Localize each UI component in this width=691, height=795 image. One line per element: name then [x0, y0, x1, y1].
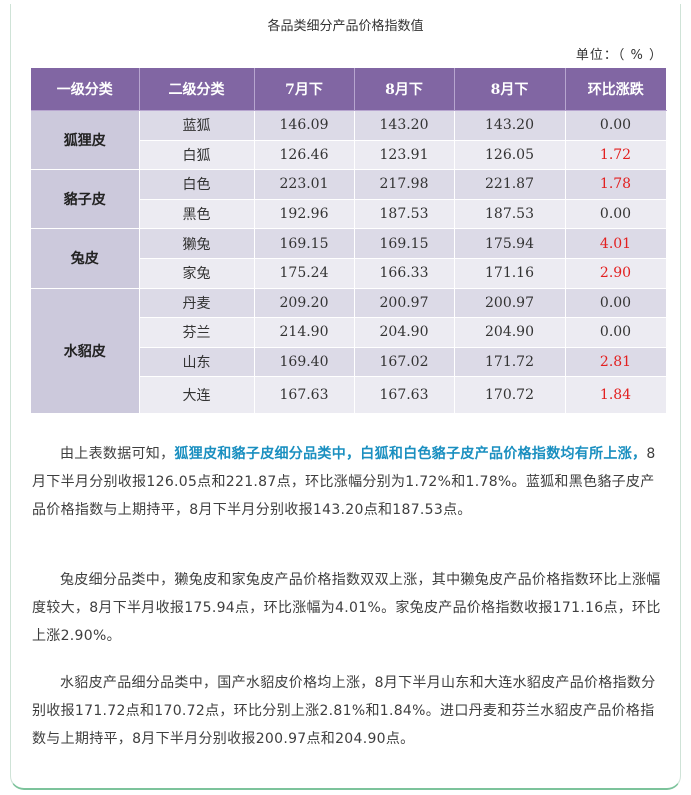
value-aug2: 170.72	[454, 376, 566, 415]
header-aug-late-2: 8月下	[454, 68, 566, 111]
value-aug1: 123.91	[354, 140, 455, 171]
content-frame	[10, 4, 681, 790]
value-aug1: 167.63	[354, 376, 455, 415]
subcategory-cell: 大连	[139, 376, 255, 415]
value-aug1: 204.90	[354, 317, 455, 348]
subcategory-cell: 蓝狐	[139, 110, 255, 141]
value-aug1: 143.20	[354, 110, 455, 141]
value-jul: 214.90	[254, 317, 355, 348]
header-change: 环比涨跌	[565, 68, 666, 111]
subcategory-cell: 家兔	[139, 258, 255, 289]
table-row: 貉子皮 白色 223.01 217.98 221.87 1.78	[31, 169, 667, 230]
value-aug2: 126.05	[454, 140, 566, 171]
category-cell: 狐狸皮	[31, 110, 140, 171]
paragraph-body: 8月下半月分别收报126.05点和221.87点，环比涨幅分别为1.72%和1.…	[32, 446, 656, 518]
header-primary-category: 一级分类	[31, 68, 140, 111]
value-aug2: 221.87	[454, 169, 566, 200]
table-row: 水貂皮 丹麦 209.20 200.97 200.97 0.00	[31, 288, 667, 415]
subcategory-cell: 白狐	[139, 140, 255, 171]
change-cell: 4.01	[565, 228, 667, 259]
change-cell: 2.90	[565, 258, 667, 289]
paragraph-mink: 水貂皮产品细分品类中，国产水貂皮价格均上涨，8月下半月山东和大连水貂皮产品价格指…	[32, 675, 656, 747]
change-cell: 0.00	[565, 110, 667, 141]
value-jul: 167.63	[254, 376, 355, 415]
change-cell: 0.00	[565, 288, 667, 319]
value-aug2: 171.72	[454, 347, 566, 378]
value-aug2: 204.90	[454, 317, 566, 348]
value-aug1: 200.97	[354, 288, 455, 319]
value-aug2: 200.97	[454, 288, 566, 319]
category-cell: 貉子皮	[31, 169, 140, 230]
subcategory-cell: 丹麦	[139, 288, 255, 319]
change-cell: 2.81	[565, 347, 667, 378]
table-row: 家兔 175.24 166.33 171.16 2.90	[31, 258, 667, 289]
value-jul: 192.96	[254, 199, 355, 230]
table-row: 白狐 126.46 123.91 126.05 1.72	[31, 140, 667, 171]
value-aug2: 187.53	[454, 199, 566, 230]
change-cell: 1.72	[565, 140, 667, 171]
table-row: 山东 169.40 167.02 171.72 2.81	[31, 347, 667, 378]
table-title: 各品类细分产品价格指数值	[267, 19, 424, 34]
paragraph-intro: 由上表数据可知，	[60, 446, 175, 462]
category-cell: 水貂皮	[31, 288, 140, 415]
value-jul: 126.46	[254, 140, 355, 171]
value-jul: 223.01	[254, 169, 355, 200]
paragraph-fox-raccoon: 由上表数据可知，狐狸皮和貉子皮细分品类中，白狐和白色貉子皮产品价格指数均有所上涨…	[32, 440, 668, 524]
table-header-row: 一级分类 二级分类 7月下 8月下 8月下 环比涨跌	[31, 68, 666, 111]
value-jul: 175.24	[254, 258, 355, 289]
subcategory-cell: 白色	[139, 169, 255, 200]
value-aug1: 167.02	[354, 347, 455, 378]
subcategory-cell: 芬兰	[139, 317, 255, 348]
highlighted-text: 狐狸皮和貉子皮细分品类中，白狐和白色貉子皮产品价格指数均有所上涨，	[174, 446, 647, 462]
change-cell: 0.00	[565, 199, 667, 230]
value-aug1: 169.15	[354, 228, 455, 259]
value-jul: 146.09	[254, 110, 355, 141]
subcategory-cell: 黑色	[139, 199, 255, 230]
paragraph-rabbit: 兔皮细分品类中，獭兔皮和家兔皮产品价格指数双双上涨，其中獭兔皮产品价格指数环比上…	[32, 572, 661, 644]
table-row: 黑色 192.96 187.53 187.53 0.00	[31, 199, 667, 230]
table-row: 兔皮 獭兔 169.15 169.15 175.94 4.01	[31, 228, 667, 289]
value-aug1: 166.33	[354, 258, 455, 289]
price-index-table: 一级分类 二级分类 7月下 8月下 8月下 环比涨跌 狐狸皮 蓝狐 146.09…	[31, 68, 667, 415]
table-row: 狐狸皮 蓝狐 146.09 143.20 143.20 0.00	[31, 110, 667, 171]
header-secondary-category: 二级分类	[139, 68, 255, 111]
subcategory-cell: 山东	[139, 347, 255, 378]
value-jul: 169.15	[254, 228, 355, 259]
value-jul: 209.20	[254, 288, 355, 319]
value-jul: 169.40	[254, 347, 355, 378]
change-cell: 1.78	[565, 169, 667, 200]
value-aug1: 217.98	[354, 169, 455, 200]
subcategory-cell: 獭兔	[139, 228, 255, 259]
value-aug2: 175.94	[454, 228, 566, 259]
change-cell: 0.00	[565, 317, 667, 348]
table-row: 大连 167.63 167.63 170.72 1.84	[31, 376, 667, 415]
unit-label: 单位：（ % ）	[575, 48, 663, 63]
header-jul-late: 7月下	[254, 68, 355, 111]
category-cell: 兔皮	[31, 228, 140, 289]
table-row: 芬兰 214.90 204.90 204.90 0.00	[31, 317, 667, 348]
value-aug2: 143.20	[454, 110, 566, 141]
value-aug2: 171.16	[454, 258, 566, 289]
change-cell: 1.84	[565, 376, 667, 415]
value-aug1: 187.53	[354, 199, 455, 230]
header-aug-late-1: 8月下	[354, 68, 455, 111]
